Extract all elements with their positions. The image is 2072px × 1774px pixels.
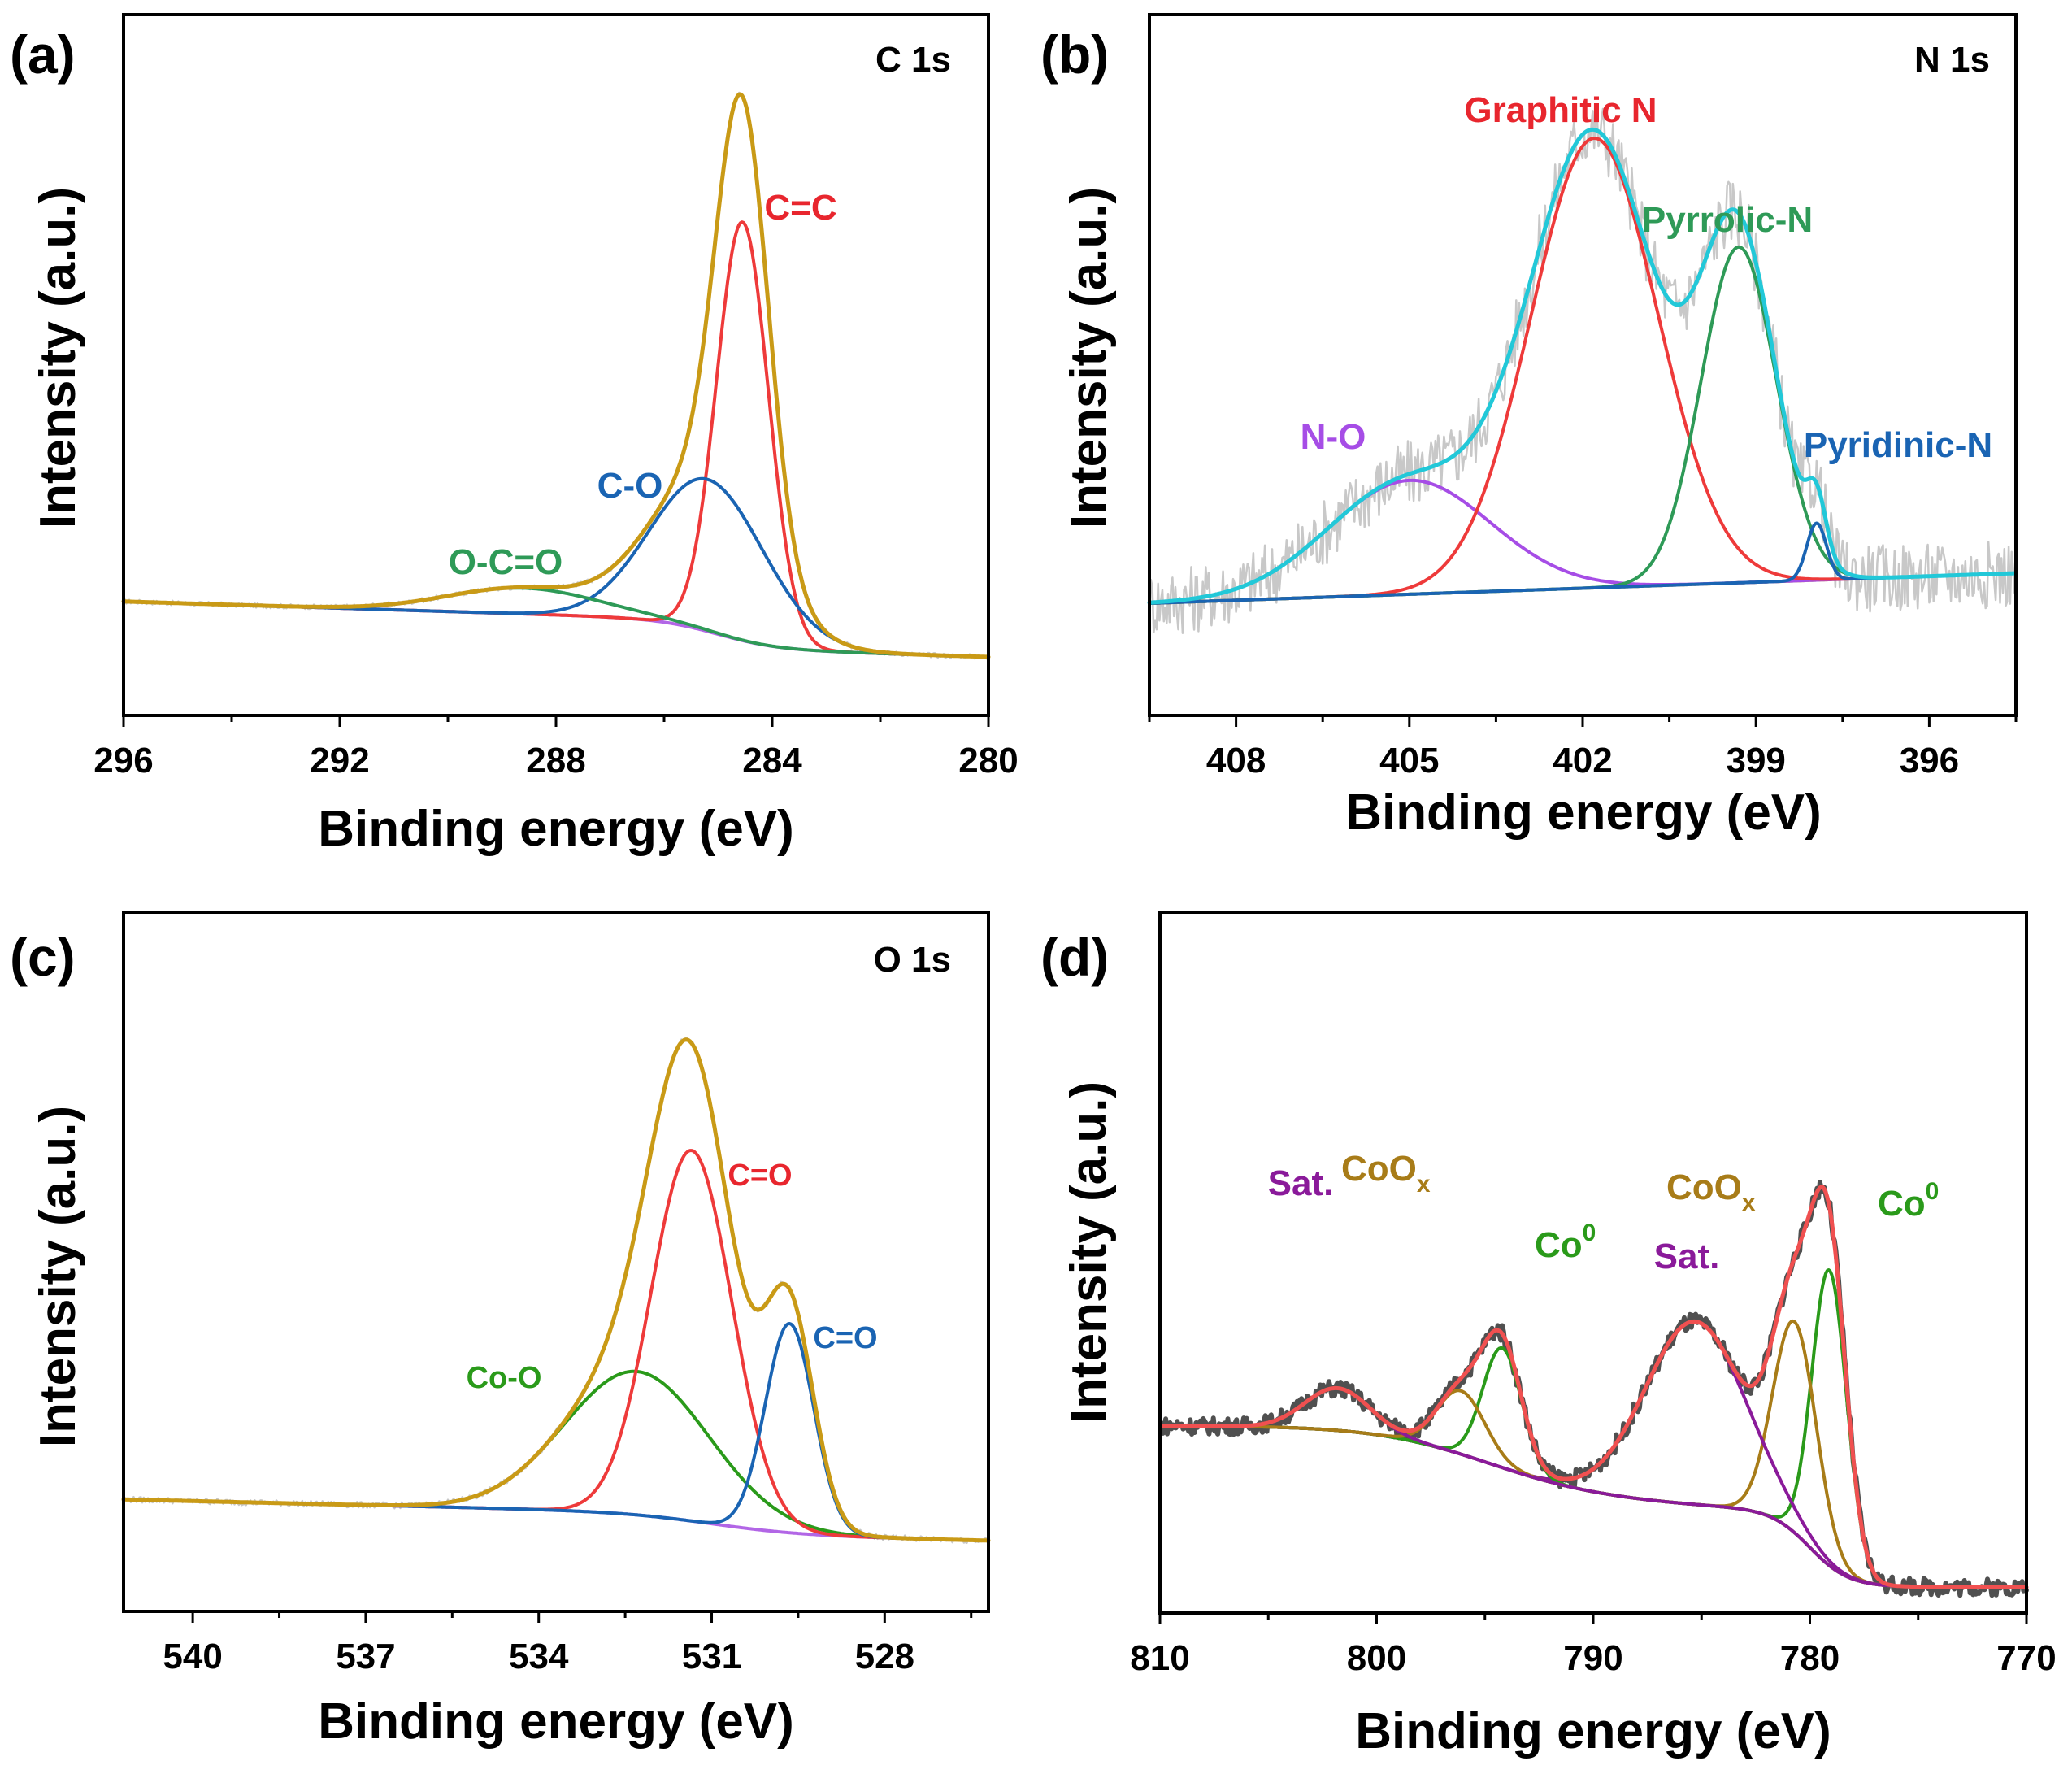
annotation-co0: Co0 bbox=[1535, 1220, 1596, 1265]
y-axis-label: Intensity (a.u.) bbox=[1061, 1081, 1117, 1423]
annotation-sat: Sat. bbox=[1654, 1237, 1720, 1276]
x-tick-label: 537 bbox=[336, 1637, 395, 1676]
x-axis-label: Binding energy (eV) bbox=[1355, 1703, 1831, 1759]
x-tick-label: 284 bbox=[742, 741, 802, 780]
core-level-label: C 1s bbox=[875, 40, 951, 80]
x-ticks bbox=[191, 1611, 973, 1623]
annotation-c-o: C-O bbox=[597, 466, 663, 506]
x-tick-label: 402 bbox=[1553, 741, 1612, 780]
annotation-sub: x bbox=[1417, 1171, 1431, 1198]
plot-frame bbox=[1158, 911, 2028, 1615]
panel-label: (a) bbox=[10, 24, 76, 85]
raw-data-line bbox=[122, 1037, 990, 1545]
annotation-sub: x bbox=[1742, 1189, 1756, 1216]
plot-frame bbox=[122, 13, 990, 717]
x-ticks bbox=[1158, 1613, 2028, 1624]
annotation-co-o: Co-O bbox=[467, 1361, 542, 1395]
plot-frame bbox=[122, 911, 990, 1613]
x-axis-label: Binding energy (eV) bbox=[1345, 785, 1822, 841]
component-peak-sat-2p3-2- bbox=[1158, 1320, 2028, 1589]
annotation-text: CoO bbox=[1666, 1167, 1742, 1207]
annotation-coox: CoOx bbox=[1341, 1149, 1431, 1198]
annotation-coox: CoOx bbox=[1666, 1167, 1756, 1216]
x-tick-label: 534 bbox=[509, 1637, 569, 1676]
annotation-pyrrolic-n: Pyrrolic-N bbox=[1642, 200, 1813, 240]
panel-label: (d) bbox=[1040, 927, 1109, 987]
annotation-text: Sat. bbox=[1654, 1237, 1720, 1276]
component-peak-coox-2p3-2- bbox=[1158, 1319, 2028, 1589]
annotation-sat: Sat. bbox=[1268, 1163, 1334, 1203]
annotation-text: Co bbox=[1535, 1225, 1583, 1265]
annotation-text: CoO bbox=[1341, 1149, 1417, 1189]
plot-frame bbox=[1148, 13, 2018, 717]
plot-area bbox=[121, 91, 991, 660]
y-axis-label: Intensity (a.u.) bbox=[30, 187, 86, 528]
background-line bbox=[1158, 1424, 2028, 1589]
annotation-sup: 0 bbox=[1583, 1220, 1596, 1246]
x-ticks bbox=[122, 715, 990, 727]
panel-b: (b) Intensity (a.u.) 408 405 402 399 396… bbox=[1040, 13, 2018, 841]
x-tick-label: 296 bbox=[93, 741, 153, 780]
x-tick-label: 540 bbox=[163, 1637, 222, 1676]
x-tick-label: 292 bbox=[310, 741, 369, 780]
core-level-label: N 1s bbox=[1914, 40, 1990, 80]
annotation-c-c: C=C bbox=[764, 188, 836, 228]
x-tick-label: 810 bbox=[1130, 1638, 1189, 1678]
x-tick-label: 800 bbox=[1347, 1638, 1406, 1678]
x-tick-label: 396 bbox=[1900, 741, 1959, 780]
x-axis-label: Binding energy (eV) bbox=[318, 1694, 794, 1750]
annotation-c-o-red: C=O bbox=[728, 1159, 792, 1193]
annotation-text: Co bbox=[1878, 1184, 1926, 1224]
x-tick-label: 528 bbox=[855, 1637, 914, 1676]
annotation-n-o: N-O bbox=[1301, 417, 1366, 457]
y-axis-label: Intensity (a.u.) bbox=[30, 1106, 86, 1447]
plot-area bbox=[121, 1037, 991, 1545]
x-tick-label: 531 bbox=[682, 1637, 741, 1676]
x-tick-label: 408 bbox=[1206, 741, 1266, 780]
component-peak-graphitic-n bbox=[1148, 137, 2018, 605]
x-axis-label: Binding energy (eV) bbox=[318, 801, 794, 857]
panel-a: (a) Intensity (a.u.) 296 292 288 284 280… bbox=[10, 13, 1019, 857]
panel-label: (c) bbox=[10, 927, 76, 987]
component-peak-co-o bbox=[122, 1369, 990, 1542]
annotation-text: Sat. bbox=[1268, 1163, 1334, 1203]
annotation-o-c-o: O-C=O bbox=[449, 542, 563, 582]
x-ticks bbox=[1148, 715, 2018, 727]
x-tick-label: 780 bbox=[1780, 1638, 1840, 1678]
annotation-pyridinic-n: Pyridinic-N bbox=[1804, 425, 1992, 465]
plot-area bbox=[1147, 105, 2018, 634]
plot-area bbox=[1158, 1180, 2029, 1598]
envelope-fit-line bbox=[121, 92, 991, 659]
envelope-fit-line bbox=[1147, 127, 2018, 605]
x-tick-label: 405 bbox=[1379, 741, 1439, 780]
annotation-co0: Co0 bbox=[1878, 1178, 1939, 1224]
x-tick-label: 288 bbox=[526, 741, 585, 780]
annotation-sup: 0 bbox=[1926, 1178, 1940, 1205]
panel-label: (b) bbox=[1040, 24, 1109, 85]
panel-d: (d) Intensity (a.u.) 810 800 790 780 770… bbox=[1040, 911, 2057, 1759]
annotation-graphitic-n: Graphitic N bbox=[1464, 90, 1657, 130]
envelope-fit-line bbox=[121, 1037, 991, 1543]
annotation-c-o-blue: C=O bbox=[813, 1321, 877, 1355]
x-tick-label: 280 bbox=[958, 741, 1018, 780]
envelope-fit-line bbox=[1158, 1185, 2029, 1589]
y-axis-label: Intensity (a.u.) bbox=[1061, 187, 1117, 528]
x-tick-label: 770 bbox=[1996, 1638, 2056, 1678]
raw-data-line bbox=[1148, 105, 2018, 634]
x-tick-label: 790 bbox=[1563, 1638, 1622, 1678]
x-tick-label: 399 bbox=[1726, 741, 1785, 780]
panel-c: (c) Intensity (a.u.) 540 537 534 531 528… bbox=[10, 911, 991, 1750]
core-level-label: O 1s bbox=[874, 940, 951, 980]
